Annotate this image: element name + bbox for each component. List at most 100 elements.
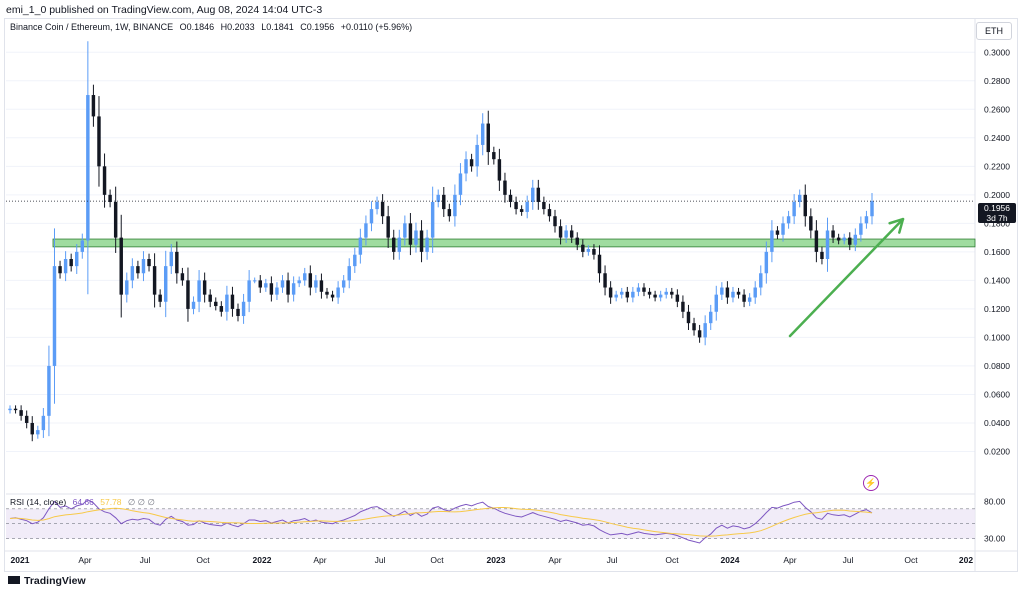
candle-body	[809, 216, 813, 231]
candle-body	[297, 280, 301, 284]
candle-body	[825, 230, 830, 259]
x-tick-label: 202	[959, 555, 973, 565]
candle-body	[147, 259, 151, 267]
x-tick-label: Apr	[548, 555, 561, 565]
candle-body	[597, 254, 602, 274]
last-price-tag: 0.1956 3d 7h	[978, 203, 1016, 223]
candle-body	[375, 201, 379, 210]
rsi-band	[6, 508, 975, 539]
candle-body	[102, 166, 107, 195]
candle-body	[353, 254, 357, 267]
candle-body	[225, 294, 229, 312]
candle-body	[414, 230, 418, 245]
publish-info: emi_1_0 published on TradingView.com, Au…	[6, 4, 323, 16]
candle-body	[519, 209, 524, 212]
low-value: L0.1841	[261, 22, 294, 32]
lightning-icon[interactable]: ⚡	[863, 475, 879, 491]
chart-frame	[4, 18, 1018, 572]
candle-body	[269, 283, 274, 295]
x-tick-label: 2023	[487, 555, 506, 565]
y-tick-label: 0.0400	[984, 418, 1010, 428]
candle-body	[214, 301, 218, 307]
candle-body	[592, 249, 596, 255]
candle-body	[247, 280, 251, 302]
x-tick-label: Oct	[196, 555, 210, 565]
candle-body	[859, 223, 863, 235]
candle-body	[158, 294, 162, 302]
candle-body	[508, 194, 513, 202]
x-tick-label: Jul	[843, 555, 854, 565]
candle-body	[291, 283, 296, 295]
candle-body	[208, 294, 212, 302]
candle-body	[252, 280, 257, 282]
candle-body	[314, 280, 318, 288]
candle-body	[24, 415, 29, 423]
candle-body	[742, 294, 746, 302]
candle-body	[820, 251, 824, 259]
candle-body	[280, 280, 285, 288]
symbol-name[interactable]: Binance Coin / Ethereum, 1W, BINANCE	[10, 22, 174, 32]
support-zone	[52, 238, 976, 248]
candle-body	[75, 251, 79, 267]
tradingview-logo[interactable]: TradingView	[8, 575, 86, 587]
candle-body	[447, 209, 452, 217]
candle-body	[614, 294, 618, 298]
candle-body	[91, 95, 96, 117]
candle-body	[380, 201, 385, 217]
candle-body	[814, 230, 819, 252]
candle-body	[175, 251, 179, 274]
candle-body	[653, 294, 657, 298]
rsi-value: 64.66	[72, 497, 94, 507]
candle-body	[19, 410, 23, 416]
y-tick-label: 0.2400	[984, 133, 1010, 143]
y-tick-label: 0.1800	[984, 218, 1010, 228]
candle-body	[219, 306, 224, 312]
candle-body	[236, 308, 240, 317]
candle-body	[620, 291, 624, 295]
candle-body	[436, 194, 440, 202]
rsi-na-marks: ∅ ∅ ∅	[127, 497, 155, 507]
y-tick-label: 0.2200	[984, 161, 1010, 171]
y-tick-label: 0.2600	[984, 104, 1010, 114]
candle-body	[564, 230, 568, 238]
candle-body	[230, 294, 235, 309]
candle-body	[736, 291, 741, 295]
candle-body	[870, 201, 874, 217]
candle-body	[792, 201, 796, 217]
candle-body	[547, 209, 552, 217]
candle-body	[469, 159, 474, 167]
candle-body	[442, 194, 446, 210]
candle-body	[731, 291, 735, 298]
candle-body	[803, 194, 807, 217]
candle-body	[86, 95, 90, 241]
candle-body	[163, 266, 168, 302]
candle-body	[80, 240, 85, 252]
candle-body	[503, 180, 507, 195]
candle-body	[692, 323, 696, 331]
candle-body	[714, 294, 719, 312]
candle-body	[130, 266, 135, 281]
y-tick-label: 0.2000	[984, 190, 1010, 200]
candle-body	[180, 273, 185, 281]
candle-body	[136, 266, 140, 274]
y-tick-label: 0.0800	[984, 361, 1010, 371]
candle-body	[747, 297, 752, 302]
candle-body	[52, 266, 57, 366]
y-tick-label: 0.1400	[984, 275, 1010, 285]
candle-body	[113, 201, 118, 238]
candle-body	[364, 223, 368, 238]
currency-button[interactable]: ETH	[976, 22, 1012, 40]
x-tick-label: Apr	[783, 555, 796, 565]
candle-body	[308, 273, 313, 288]
candle-body	[241, 301, 246, 317]
x-tick-label: Apr	[78, 555, 91, 565]
x-tick-label: 2024	[721, 555, 740, 565]
rsi-title[interactable]: RSI (14, close)	[10, 497, 67, 507]
candle-body	[664, 291, 668, 295]
rsi-tick-label: 80.00	[984, 496, 1006, 506]
x-tick-label: Oct	[904, 555, 918, 565]
y-tick-label: 0.0200	[984, 446, 1010, 456]
candle-body	[275, 287, 279, 295]
x-tick-label: Jul	[607, 555, 618, 565]
